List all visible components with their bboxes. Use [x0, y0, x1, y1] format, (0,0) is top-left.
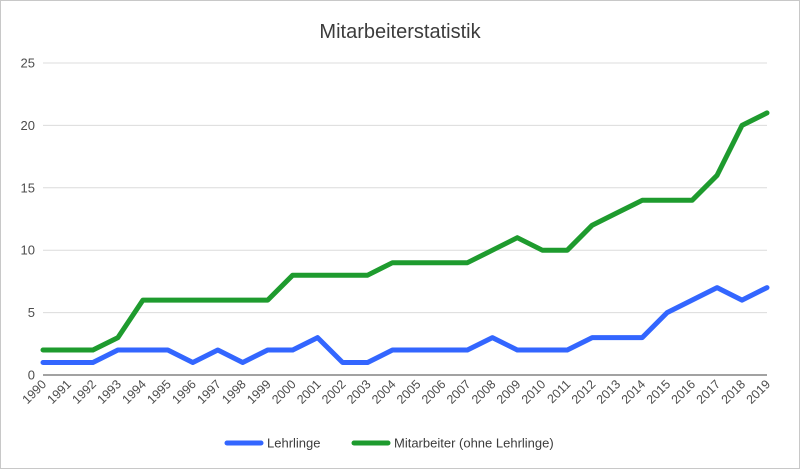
x-tick-label: 2016 [669, 377, 699, 407]
y-tick-label: 20 [21, 118, 35, 133]
x-tick-label: 1996 [169, 377, 199, 407]
x-tick-label: 1993 [94, 377, 124, 407]
x-tick-label: 1991 [45, 377, 75, 407]
x-tick-label: 1990 [20, 377, 50, 407]
x-tick-label: 1998 [219, 377, 249, 407]
x-tick-label: 2001 [294, 377, 324, 407]
x-tick-label: 1995 [144, 377, 174, 407]
x-tick-label: 2013 [594, 377, 624, 407]
x-tick-label: 1997 [194, 377, 224, 407]
x-tick-label: 2011 [544, 377, 573, 406]
x-tick-label: 2004 [369, 377, 399, 407]
x-tick-label: 2018 [719, 377, 749, 407]
x-tick-label: 2015 [644, 377, 674, 407]
legend-label: Mitarbeiter (ohne Lehrlinge) [394, 436, 554, 451]
x-tick-label: 1999 [244, 377, 274, 407]
legend: Lehrlinge Mitarbeiter (ohne Lehrlinge) [227, 436, 554, 451]
x-tick-label: 2005 [394, 377, 424, 407]
x-tick-label: 2012 [569, 377, 599, 407]
legend-label: Lehrlinge [267, 436, 321, 451]
x-tick-label: 1992 [69, 377, 99, 407]
gridlines [43, 63, 767, 375]
x-tick-label: 2007 [444, 377, 474, 407]
x-tick-label: 2009 [494, 377, 524, 407]
y-tick-label: 25 [21, 56, 35, 71]
x-tick-label: 2019 [744, 377, 774, 407]
chart-title: Mitarbeiterstatistik [319, 21, 481, 43]
x-tick-label: 2002 [319, 377, 349, 407]
x-tick-label: 2000 [269, 377, 299, 407]
y-tick-label: 15 [21, 180, 35, 195]
series-lines [43, 113, 767, 363]
x-tick-label: 2008 [469, 377, 499, 407]
y-tick-label: 0 [28, 368, 35, 383]
y-tick-label: 10 [21, 243, 35, 258]
y-tick-label: 5 [28, 305, 35, 320]
x-tick-label: 1994 [119, 377, 149, 407]
x-tick-label: 2003 [344, 377, 374, 407]
x-axis-ticks: 1990199119921993199419951996199719981999… [20, 377, 774, 407]
x-tick-label: 2010 [519, 377, 549, 407]
series-line-2 [43, 113, 767, 350]
x-tick-label: 2014 [619, 377, 649, 407]
y-axis-ticks: 0 5 10 15 20 25 [21, 56, 35, 383]
x-tick-label: 2017 [694, 377, 724, 407]
x-tick-label: 2006 [419, 377, 449, 407]
